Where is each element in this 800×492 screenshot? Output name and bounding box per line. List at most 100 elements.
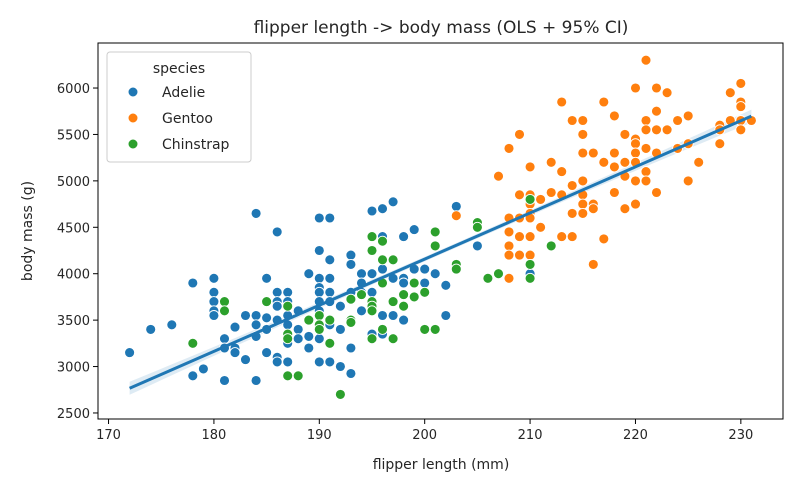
data-point <box>398 300 410 312</box>
data-point <box>313 356 325 368</box>
data-point <box>566 231 578 243</box>
chart-title: flipper length -> body mass (OLS + 95% C… <box>254 18 629 38</box>
data-point <box>187 337 199 349</box>
data-point <box>282 286 294 298</box>
data-point <box>503 249 515 261</box>
data-point <box>503 142 515 154</box>
y-tick-label: 5500 <box>57 128 90 143</box>
data-point <box>197 363 209 375</box>
data-point <box>334 323 346 335</box>
data-point <box>577 207 589 219</box>
data-point <box>398 277 410 289</box>
data-point <box>377 323 388 335</box>
data-point <box>419 323 431 335</box>
y-tick-label: 2500 <box>57 407 90 422</box>
data-point <box>630 198 641 210</box>
data-point <box>566 207 578 219</box>
data-point <box>429 323 441 335</box>
y-tick-label: 6000 <box>57 82 90 97</box>
data-point <box>282 370 294 382</box>
data-point <box>598 96 610 108</box>
data-point <box>366 205 378 217</box>
data-point <box>240 354 251 366</box>
x-axis-label: flipper length (mm) <box>373 457 510 473</box>
data-point <box>345 368 357 379</box>
data-point <box>545 187 557 198</box>
data-point <box>313 310 325 321</box>
data-point <box>271 300 283 312</box>
data-point <box>566 180 578 191</box>
data-point <box>219 305 230 317</box>
data-point <box>187 277 199 289</box>
data-point <box>324 314 336 326</box>
data-point <box>535 193 547 205</box>
data-point <box>471 240 483 252</box>
data-point <box>240 310 251 321</box>
x-tick-label: 170 <box>96 428 121 443</box>
data-point <box>429 268 441 280</box>
x-tick-label: 230 <box>728 428 753 443</box>
legend-marker-chinstrap <box>127 138 139 150</box>
series-chinstrap <box>187 193 557 400</box>
data-point <box>313 245 325 256</box>
x-tick-label: 190 <box>307 428 332 443</box>
data-point <box>493 170 504 182</box>
data-point <box>334 361 346 372</box>
data-point <box>661 87 673 99</box>
data-point <box>345 342 357 354</box>
y-tick-label: 4000 <box>57 268 90 283</box>
y-tick-label: 4500 <box>57 221 90 236</box>
data-point <box>524 231 536 243</box>
data-point <box>598 233 610 245</box>
data-point <box>651 124 662 136</box>
data-point <box>324 337 336 349</box>
data-point <box>271 356 283 368</box>
data-point <box>598 156 610 168</box>
legend-box <box>106 51 252 163</box>
data-point <box>556 96 568 108</box>
data-point <box>640 175 652 187</box>
data-point <box>387 296 399 308</box>
data-point <box>619 203 631 215</box>
legend-title: species <box>153 61 205 77</box>
data-point <box>219 333 230 345</box>
data-point <box>387 310 399 321</box>
data-point <box>450 210 462 222</box>
data-point <box>587 147 599 159</box>
data-point <box>366 286 378 298</box>
legend-label-chinstrap: Chinstrap <box>162 137 230 153</box>
data-point <box>724 87 736 99</box>
data-point <box>450 200 462 212</box>
data-point <box>271 226 283 238</box>
data-point <box>608 187 620 198</box>
data-point <box>345 258 357 270</box>
data-point <box>608 161 620 173</box>
data-point <box>292 323 304 335</box>
data-point <box>261 347 273 359</box>
data-point <box>735 124 747 136</box>
data-point <box>324 254 336 266</box>
data-point <box>524 193 536 205</box>
axes-frame <box>97 42 784 420</box>
data-point <box>735 77 747 89</box>
data-point <box>313 212 325 224</box>
y-axis-label: body mass (g) <box>20 181 36 281</box>
data-point <box>282 333 294 345</box>
data-point <box>261 296 273 308</box>
data-point <box>640 124 652 136</box>
data-point <box>208 296 220 308</box>
legend-label-gentoo: Gentoo <box>162 111 213 127</box>
data-point <box>366 305 378 317</box>
data-point <box>630 175 641 187</box>
data-point <box>282 356 294 368</box>
x-tick-label: 220 <box>623 428 648 443</box>
data-point <box>482 272 494 284</box>
data-point <box>419 263 431 275</box>
data-point <box>313 286 325 298</box>
data-point <box>313 323 325 335</box>
data-point <box>366 245 378 256</box>
y-axis: 2500 3000 3500 4000 4500 5000 5500 6000 <box>57 82 98 422</box>
data-point <box>398 289 410 301</box>
data-point <box>408 291 420 303</box>
data-point <box>429 226 441 238</box>
